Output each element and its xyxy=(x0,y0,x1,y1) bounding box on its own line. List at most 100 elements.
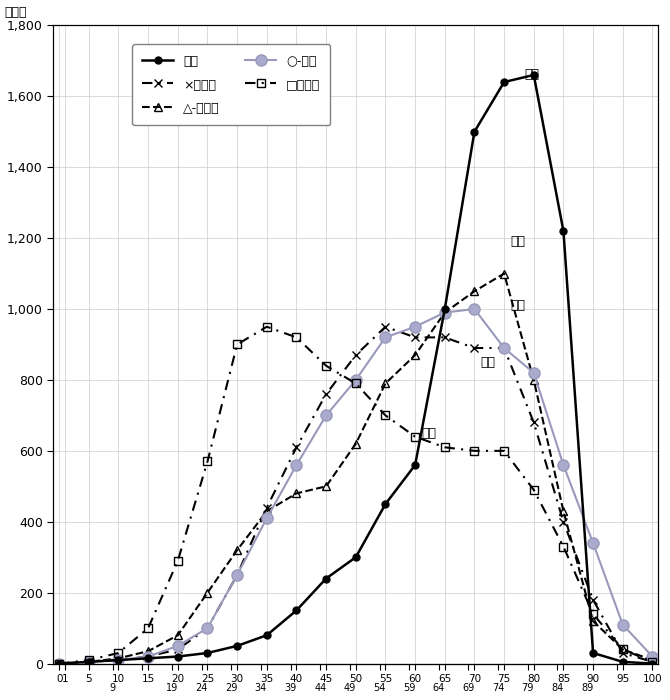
○－理科 xyxy=(589,539,597,547)
△－・数学 xyxy=(559,507,567,515)
□・英語 xyxy=(263,323,271,331)
×・社会 xyxy=(381,323,389,331)
国語 xyxy=(500,78,508,86)
□・英語 xyxy=(530,486,538,494)
×・社会 xyxy=(500,344,508,352)
国語 xyxy=(174,652,182,661)
□・英語 xyxy=(174,556,182,565)
□・英語 xyxy=(649,657,657,666)
○－理科 xyxy=(470,304,478,313)
国語 xyxy=(470,127,478,136)
国語 xyxy=(85,657,93,666)
△－・数学 xyxy=(381,379,389,388)
国語 xyxy=(381,500,389,508)
□・英語 xyxy=(55,659,63,668)
Legend: 国語, ×・社会, △‐・数学, ○‐理科, □・英語: 国語, ×・社会, △‐・数学, ○‐理科, □・英語 xyxy=(132,44,330,125)
国語 xyxy=(322,574,330,582)
×・社会 xyxy=(233,570,241,579)
○－理科 xyxy=(530,369,538,377)
□・英語 xyxy=(204,457,212,466)
×・社会 xyxy=(470,344,478,352)
国語 xyxy=(618,657,626,666)
×・社会 xyxy=(115,656,123,664)
Line: △－・数学: △－・数学 xyxy=(55,270,657,668)
×・社会 xyxy=(174,645,182,654)
○－理科 xyxy=(381,333,389,342)
△－・数学 xyxy=(352,440,360,448)
○－理科 xyxy=(263,514,271,522)
○－理科 xyxy=(115,656,123,664)
△－・数学 xyxy=(589,617,597,625)
×・社会 xyxy=(559,517,567,526)
×・社会 xyxy=(144,652,152,661)
○－理科 xyxy=(292,461,300,469)
△－・数学 xyxy=(55,659,63,668)
国語 xyxy=(233,642,241,650)
□・英語 xyxy=(618,645,626,654)
Text: 理科: 理科 xyxy=(510,299,525,312)
□・英語 xyxy=(381,411,389,419)
国語 xyxy=(263,631,271,639)
国語 xyxy=(55,659,63,668)
□・英語 xyxy=(85,656,93,664)
Text: 数学: 数学 xyxy=(510,235,525,248)
国語 xyxy=(352,553,360,561)
□・英語 xyxy=(144,624,152,632)
×・社会 xyxy=(530,419,538,427)
国語 xyxy=(441,304,449,313)
×・社会 xyxy=(204,624,212,632)
△－・数学 xyxy=(144,647,152,655)
×・社会 xyxy=(589,596,597,604)
Text: （人）: （人） xyxy=(5,6,27,19)
Line: 国語: 国語 xyxy=(56,71,656,667)
△－・数学 xyxy=(618,645,626,654)
×・社会 xyxy=(618,649,626,657)
○－理科 xyxy=(144,652,152,661)
○－理科 xyxy=(500,344,508,352)
△－・数学 xyxy=(85,657,93,666)
□・英語 xyxy=(441,443,449,452)
□・英語 xyxy=(559,542,567,551)
△－・数学 xyxy=(292,489,300,498)
国語 xyxy=(292,606,300,615)
国語 xyxy=(649,659,657,668)
△－・数学 xyxy=(411,351,419,359)
○－理科 xyxy=(55,659,63,668)
○－理科 xyxy=(352,376,360,384)
国語 xyxy=(411,461,419,469)
△－・数学 xyxy=(115,654,123,662)
国語 xyxy=(530,71,538,79)
□・英語 xyxy=(322,361,330,370)
△－・数学 xyxy=(204,589,212,597)
△－・数学 xyxy=(470,287,478,295)
○－理科 xyxy=(649,652,657,661)
Text: 社会: 社会 xyxy=(480,356,495,369)
国語 xyxy=(589,649,597,657)
△－・数学 xyxy=(500,270,508,278)
○－理科 xyxy=(204,624,212,632)
□・英語 xyxy=(233,340,241,349)
△－・数学 xyxy=(649,656,657,664)
○－理科 xyxy=(322,411,330,419)
○－理科 xyxy=(559,461,567,469)
△－・数学 xyxy=(322,482,330,491)
Line: ○－理科: ○－理科 xyxy=(54,304,658,669)
□・英語 xyxy=(292,333,300,342)
国語 xyxy=(204,649,212,657)
□・英語 xyxy=(500,447,508,455)
×・社会 xyxy=(322,390,330,398)
△－・数学 xyxy=(441,309,449,317)
Line: □・英語: □・英語 xyxy=(55,323,657,668)
○－理科 xyxy=(618,620,626,629)
×・社会 xyxy=(352,351,360,359)
Text: 英語: 英語 xyxy=(421,426,436,440)
○－理科 xyxy=(174,642,182,650)
△－・数学 xyxy=(530,376,538,384)
□・英語 xyxy=(352,379,360,388)
△－・数学 xyxy=(233,546,241,554)
×・社会 xyxy=(85,657,93,666)
△－・数学 xyxy=(174,631,182,639)
×・社会 xyxy=(55,659,63,668)
×・社会 xyxy=(649,657,657,666)
○－理科 xyxy=(85,657,93,666)
